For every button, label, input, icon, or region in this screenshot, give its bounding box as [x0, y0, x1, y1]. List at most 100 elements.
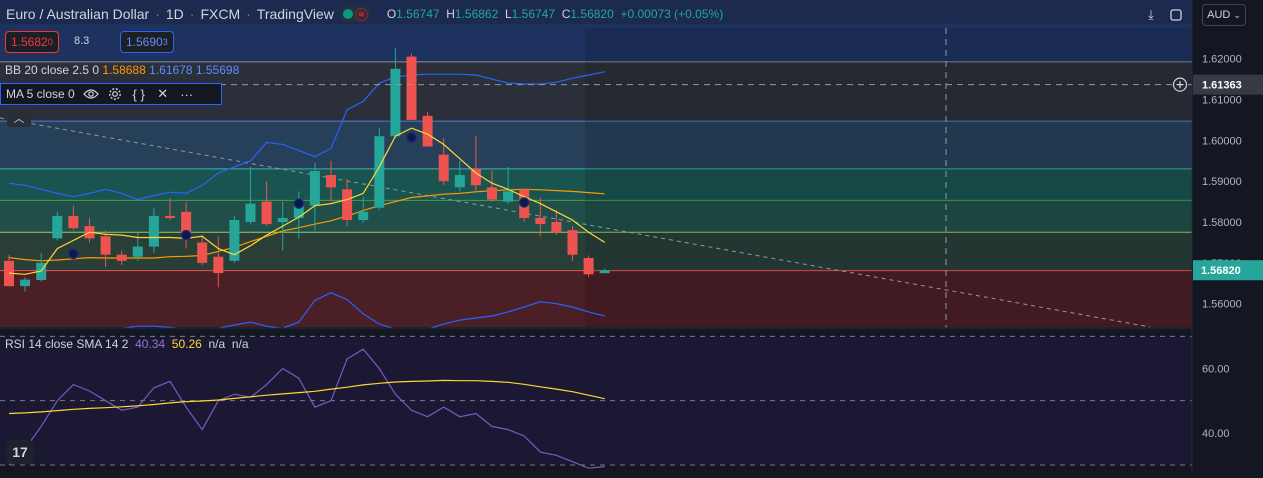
chevron-up-icon: ︿ [13, 113, 25, 125]
ma5-line [8, 127, 606, 275]
candle-body[interactable] [583, 257, 594, 275]
chevron-down-icon: ⌄ [1233, 9, 1241, 20]
candle-body[interactable] [197, 242, 208, 263]
candle-body[interactable] [165, 215, 175, 218]
candle-body[interactable] [599, 270, 610, 274]
buy-price: 1.5690 [126, 35, 163, 49]
last-price-tag [1193, 260, 1263, 281]
eye-icon[interactable] [82, 86, 99, 102]
download-button[interactable]: ⤓ [1141, 5, 1161, 25]
candle-body[interactable] [503, 191, 514, 202]
symbol-header: Euro / Australian Dollar · 1D · FXCM · T… [6, 6, 724, 22]
price-tick-label: 1.59000 [1202, 176, 1242, 188]
fullscreen-icon [1170, 9, 1182, 21]
rsi-legend[interactable]: RSI 14 close SMA 14 2 40.34 50.26 n/a n/… [5, 337, 249, 351]
candle-body[interactable] [132, 246, 143, 257]
price-tick-label: 1.60000 [1202, 135, 1242, 147]
rsi-value: 40.34 [135, 337, 166, 351]
candle-body[interactable] [213, 256, 224, 274]
rsi-na-1: n/a [208, 337, 226, 351]
candle-body[interactable] [342, 189, 353, 220]
candle-body[interactable] [390, 68, 401, 137]
candle-body[interactable] [116, 254, 127, 261]
open-value: 1.56747 [396, 7, 440, 21]
candle-body[interactable] [551, 222, 562, 233]
price-tick-label: 1.61000 [1202, 94, 1242, 106]
candle-body[interactable] [100, 236, 111, 255]
zone-band-0 [0, 23, 1192, 62]
signal-marker[interactable] [68, 248, 79, 260]
fullscreen-button[interactable] [1166, 5, 1186, 25]
symbol-name[interactable]: Euro / Australian Dollar [6, 6, 150, 22]
close-icon[interactable]: ✕ [157, 86, 169, 101]
interval-label[interactable]: 1D [165, 6, 184, 22]
candle-body[interactable] [68, 215, 79, 229]
signal-marker[interactable] [293, 198, 305, 209]
candle-body[interactable] [293, 203, 304, 218]
ohlc-readout: O1.56747 H1.56862 L1.56747 C1.56820 +0.0… [386, 7, 724, 21]
market-status-pill[interactable]: ≋ [339, 6, 371, 22]
high-value: 1.56862 [454, 7, 499, 21]
candle-body[interactable] [535, 217, 546, 225]
code-braces-icon[interactable]: { } [132, 86, 145, 102]
candle-body[interactable] [454, 175, 465, 188]
more-icon[interactable]: ··· [180, 86, 194, 102]
candle-body[interactable] [309, 170, 320, 206]
spread-value: 8.3 [74, 35, 90, 47]
gear-icon[interactable] [107, 86, 123, 102]
change-value: +0.00073 (+0.05%) [620, 7, 724, 21]
candle-body[interactable] [567, 230, 578, 255]
candle-body[interactable] [422, 115, 433, 147]
rsi-sma-value: 50.26 [171, 337, 202, 351]
candle-body[interactable] [229, 219, 240, 261]
sell-price-pip: 0 [47, 37, 53, 47]
bb-label: BB 20 close 2.5 0 [5, 63, 100, 77]
candle-body[interactable] [406, 56, 417, 120]
price-axis-bg [1192, 0, 1263, 473]
crosshair-price-label: 1.61363 [1202, 80, 1242, 92]
low-value: 1.56747 [511, 7, 556, 21]
candle-body[interactable] [438, 154, 449, 182]
source-label: TradingView [256, 6, 334, 22]
sell-price: 1.5682 [11, 35, 48, 49]
candle-body[interactable] [487, 187, 497, 200]
rsi-na-2: n/a [231, 337, 249, 351]
signal-marker[interactable] [406, 132, 417, 143]
candle-body[interactable] [181, 211, 192, 239]
rsi-line [8, 348, 605, 469]
candle-body[interactable] [470, 168, 481, 186]
bb-legend[interactable]: BB 20 close 2.5 0 1.58688 1.61678 1.5569… [0, 59, 244, 81]
price-tick-label: 1.58000 [1202, 217, 1242, 229]
candle-body[interactable] [52, 215, 63, 239]
signal-marker[interactable] [180, 229, 192, 241]
rsi-tick-label: 40.00 [1202, 428, 1230, 440]
candle-body[interactable] [358, 211, 369, 220]
exchange-label: FXCM [200, 6, 241, 22]
zone-band-3 [0, 168, 1192, 201]
ma-legend[interactable]: MA 5 close 0 { } ✕ ··· [0, 83, 222, 105]
candle-body[interactable] [326, 175, 336, 188]
candle-body[interactable] [374, 136, 385, 208]
candle-body[interactable] [20, 279, 31, 287]
candle-body[interactable] [277, 217, 288, 223]
currency-select[interactable]: AUD ⌄ [1202, 4, 1246, 26]
collapse-legend-button[interactable]: ︿ [7, 109, 31, 127]
candle-body[interactable] [261, 201, 272, 225]
plus-circle-icon[interactable] [1172, 77, 1188, 92]
bb-upper-value: 1.61678 [149, 63, 193, 77]
sell-button[interactable]: 1.5682 0 [5, 31, 59, 53]
zone-band-2 [0, 121, 1192, 169]
market-open-dot-icon [342, 9, 353, 19]
candle-body[interactable] [245, 203, 256, 223]
candle-body[interactable] [148, 215, 159, 247]
tradingview-logo-icon[interactable]: 17 [6, 440, 34, 464]
crosshair-price-tag [1193, 74, 1263, 95]
signal-marker[interactable] [518, 197, 530, 208]
price-tick-label: 1.62000 [1202, 54, 1242, 66]
buy-button[interactable]: 1.5690 3 [120, 31, 174, 53]
header-strip [0, 0, 1263, 28]
rsi-tick-label: 60.00 [1202, 364, 1230, 376]
close-value: 1.56820 [570, 7, 614, 21]
